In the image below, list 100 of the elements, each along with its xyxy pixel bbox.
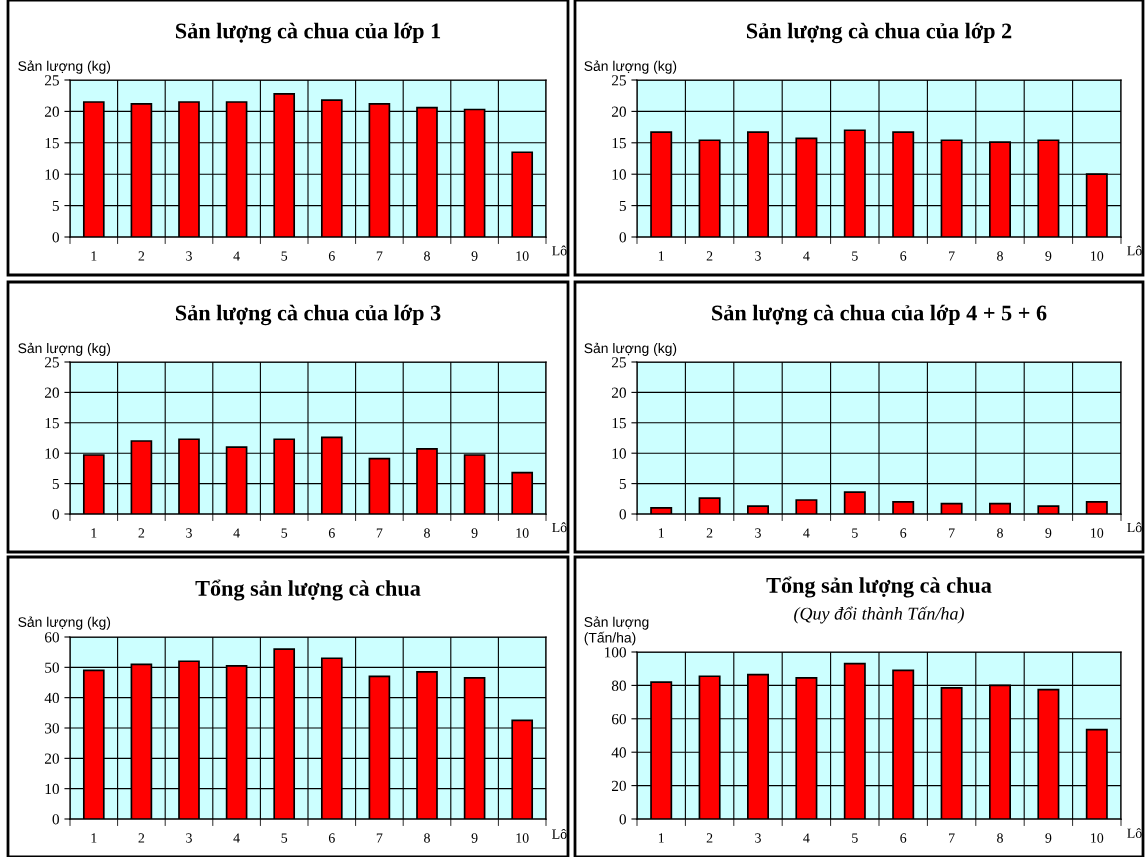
x-tick-label: 5: [852, 833, 858, 843]
x-tick-label: 4: [803, 528, 810, 538]
x-tick-label: 7: [949, 528, 955, 538]
x-tick-label: 1: [91, 251, 97, 261]
x-tick-label: 10: [516, 833, 529, 843]
chart-title: Sản lượng cà chua của lớp 4 + 5 + 6: [712, 304, 1047, 326]
x-tick-label: 2: [138, 833, 145, 843]
chart-title: Tổng sản lượng cà chua: [195, 579, 421, 601]
x-tick-label: 6: [900, 251, 907, 261]
y-tick-label: 20: [44, 106, 59, 117]
y-tick-label: 10: [612, 448, 626, 459]
x-tick-label: 3: [755, 251, 761, 261]
x-axis-title: Lô: [1127, 828, 1142, 838]
x-tick-label: 4: [233, 251, 240, 261]
x-tick-label: 7: [376, 528, 383, 538]
y-tick-label: 15: [612, 418, 626, 429]
y-tick-label: 5: [52, 200, 59, 212]
x-tick-label: 5: [281, 528, 288, 538]
x-tick-label: 6: [328, 251, 335, 261]
y-tick-label: 5: [619, 200, 626, 212]
x-tick-label: 1: [658, 528, 664, 538]
y-tick-label: 25: [611, 357, 626, 368]
x-tick-label: 3: [186, 251, 192, 261]
x-axis-title: Lô: [1127, 245, 1142, 256]
y-tick-label: 25: [44, 75, 59, 86]
x-tick-label: 3: [186, 528, 192, 538]
x-tick-label: 9: [1045, 833, 1052, 843]
x-tick-label: 7: [376, 251, 383, 261]
x-tick-label: 6: [328, 528, 335, 538]
x-tick-label: 4: [233, 833, 240, 843]
x-tick-label: 8: [424, 251, 430, 261]
y-tick-label: 60: [611, 713, 626, 725]
x-tick-label: 5: [281, 251, 288, 261]
y-tick-label: 0: [52, 232, 59, 243]
x-tick-label: 10: [1091, 251, 1104, 261]
y-tick-label: 20: [44, 387, 59, 398]
y-axis-title: Sản lượng (kg): [18, 60, 111, 74]
y-tick-label: 15: [45, 418, 59, 429]
x-tick-label: 9: [471, 833, 478, 843]
y-axis-title: Sản lượng (kg): [18, 616, 111, 630]
x-tick-label: 3: [755, 528, 761, 538]
x-tick-label: 9: [1045, 251, 1052, 261]
x-axis-title: Lô: [552, 828, 567, 839]
y-tick-label: 40: [44, 692, 59, 704]
x-tick-label: 4: [803, 251, 810, 261]
y-tick-label: 10: [45, 448, 59, 459]
y-tick-label: 0: [52, 814, 59, 825]
y-tick-label: 40: [611, 747, 626, 758]
y-tick-label: 20: [611, 387, 626, 398]
x-tick-label: 7: [949, 251, 955, 261]
x-tick-label: 1: [91, 833, 97, 843]
y-tick-label: 10: [45, 783, 59, 795]
y-tick-label: 20: [611, 780, 626, 792]
y-axis-title: Sản lượng (kg): [18, 342, 111, 356]
x-tick-label: 2: [706, 251, 713, 261]
chart-title: Sản lượng cà chua của lớp 2: [746, 22, 1012, 44]
x-tick-label: 8: [424, 833, 430, 843]
y-tick-label: 10: [612, 169, 626, 180]
x-tick-label: 2: [138, 251, 145, 261]
x-tick-label: 6: [328, 833, 335, 843]
y-tick-label: 0: [619, 232, 626, 243]
chart-title: Tổng sản lượng cà chua: [766, 576, 992, 598]
y-tick-label: 0: [52, 509, 59, 520]
x-tick-label: 7: [949, 833, 955, 843]
y-tick-label: 5: [52, 478, 59, 490]
y-tick-label: 25: [44, 357, 59, 368]
x-tick-label: 6: [900, 833, 907, 843]
x-tick-label: 6: [900, 528, 907, 538]
y-axis-title: Sản lượng (kg): [584, 60, 677, 74]
chart-title: Sản lượng cà chua của lớp 1: [175, 22, 441, 44]
x-axis-title: Lô: [1127, 522, 1142, 533]
x-tick-label: 2: [706, 528, 713, 538]
x-tick-label: 1: [91, 528, 97, 538]
y-tick-label: 25: [611, 75, 626, 86]
y-tick-label: 80: [611, 680, 626, 691]
x-tick-label: 8: [997, 833, 1003, 843]
y-tick-label: 100: [605, 647, 626, 658]
x-tick-label: 2: [138, 528, 145, 538]
chart-title: Sản lượng cà chua của lớp 3: [175, 304, 441, 326]
x-tick-label: 7: [376, 833, 383, 843]
x-tick-label: 1: [658, 833, 664, 843]
x-tick-label: 4: [803, 833, 810, 843]
y-tick-label: 0: [619, 509, 626, 520]
y-tick-label: 10: [45, 169, 59, 180]
x-tick-label: 10: [1091, 833, 1104, 843]
y-tick-label: 20: [44, 753, 59, 764]
x-tick-label: 5: [281, 833, 288, 843]
x-tick-label: 8: [997, 528, 1003, 538]
x-tick-label: 5: [852, 251, 858, 261]
y-tick-label: 30: [45, 723, 59, 734]
y-tick-label: 50: [45, 662, 59, 673]
y-axis-title: Sản lượng (Tấn/ha): [584, 616, 649, 646]
y-tick-label: 0: [619, 814, 626, 825]
x-tick-label: 10: [516, 251, 529, 261]
x-axis-title: Lô: [552, 245, 567, 256]
y-axis-title: Sản lượng (kg): [584, 342, 677, 356]
chart-subtitle: (Quy đổi thành Tấn/ha): [794, 606, 964, 624]
y-tick-label: 15: [612, 138, 626, 149]
x-tick-label: 2: [706, 833, 713, 843]
x-tick-label: 10: [1091, 528, 1104, 538]
